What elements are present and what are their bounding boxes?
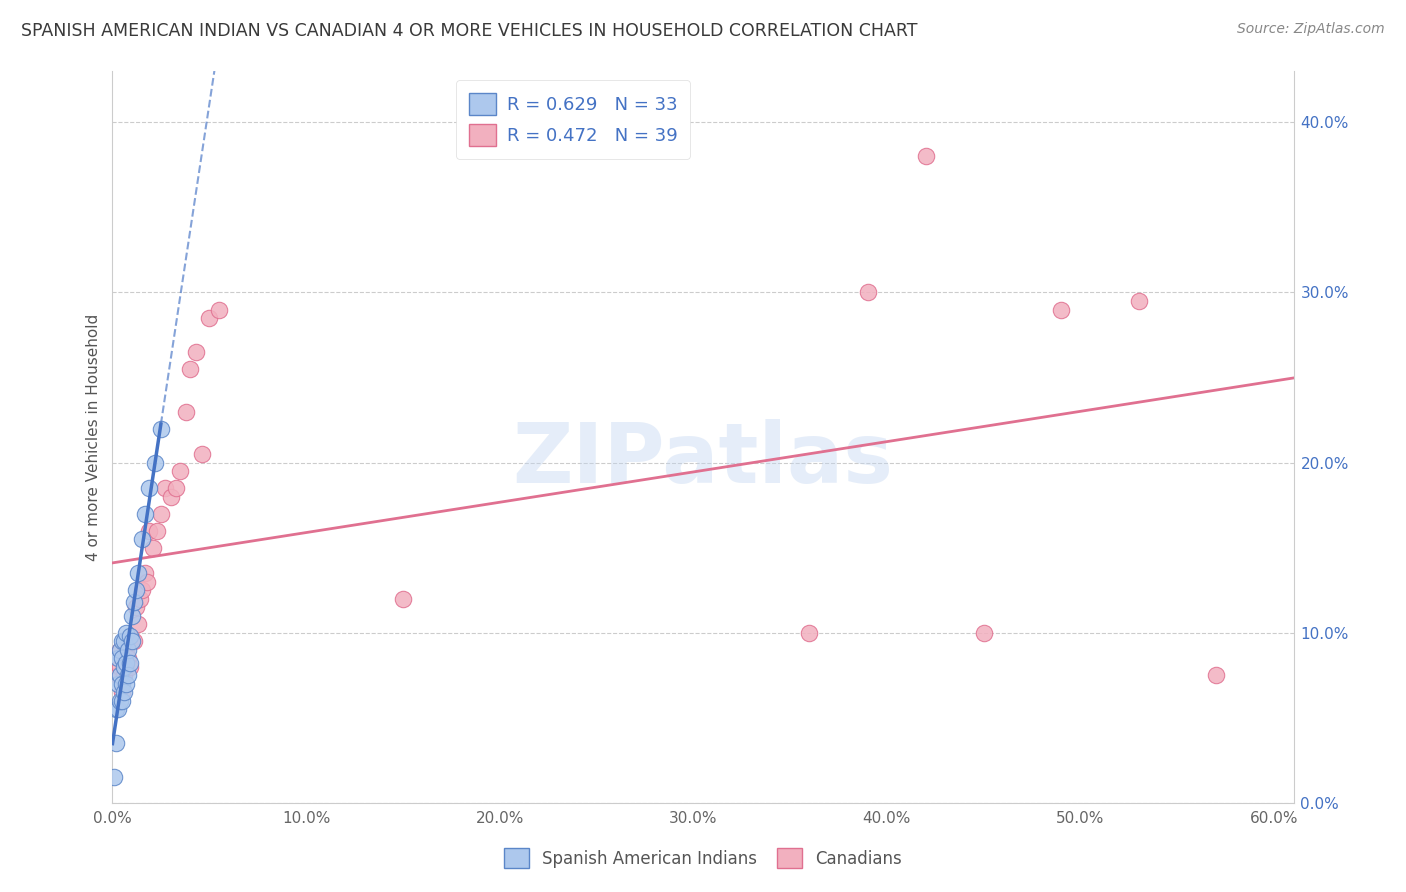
Point	[198, 311, 221, 326]
Point	[110, 694, 132, 708]
Point	[122, 595, 145, 609]
Point	[107, 702, 129, 716]
Point	[149, 421, 172, 435]
Point	[1128, 293, 1150, 308]
Point	[165, 481, 187, 495]
Point	[110, 659, 132, 673]
Point	[127, 566, 149, 581]
Point	[153, 481, 176, 495]
Point	[112, 634, 135, 648]
Point	[111, 634, 134, 648]
Point	[107, 668, 129, 682]
Point	[128, 591, 150, 606]
Point	[392, 591, 415, 606]
Point	[856, 285, 879, 300]
Point	[110, 642, 132, 657]
Y-axis label: 4 or more Vehicles in Household: 4 or more Vehicles in Household	[86, 313, 101, 561]
Point	[973, 625, 995, 640]
Point	[112, 659, 135, 673]
Point	[121, 608, 143, 623]
Point	[111, 651, 134, 665]
Text: Source: ZipAtlas.com: Source: ZipAtlas.com	[1237, 22, 1385, 37]
Point	[143, 456, 166, 470]
Point	[121, 634, 143, 648]
Point	[914, 149, 936, 163]
Point	[138, 524, 160, 538]
Point	[118, 657, 141, 671]
Point	[208, 302, 231, 317]
Point	[1205, 668, 1227, 682]
Point	[117, 642, 139, 657]
Point	[127, 617, 149, 632]
Point	[179, 362, 201, 376]
Point	[138, 481, 160, 495]
Point	[131, 532, 153, 546]
Legend: Spanish American Indians, Canadians: Spanish American Indians, Canadians	[498, 841, 908, 875]
Point	[159, 490, 181, 504]
Point	[1050, 302, 1073, 317]
Point	[118, 659, 141, 673]
Point	[105, 702, 128, 716]
Point	[115, 657, 138, 671]
Point	[131, 583, 153, 598]
Point	[111, 685, 134, 699]
Point	[115, 677, 138, 691]
Point	[125, 583, 148, 598]
Point	[134, 566, 156, 581]
Text: ZIPatlas: ZIPatlas	[513, 418, 893, 500]
Point	[103, 770, 125, 784]
Point	[799, 625, 821, 640]
Point	[115, 642, 138, 657]
Point	[146, 524, 169, 538]
Text: SPANISH AMERICAN INDIAN VS CANADIAN 4 OR MORE VEHICLES IN HOUSEHOLD CORRELATION : SPANISH AMERICAN INDIAN VS CANADIAN 4 OR…	[21, 22, 918, 40]
Point	[118, 629, 141, 643]
Point	[174, 404, 197, 418]
Point	[107, 651, 129, 665]
Point	[125, 600, 148, 615]
Point	[110, 642, 132, 657]
Point	[117, 668, 139, 682]
Point	[111, 694, 134, 708]
Point	[190, 447, 212, 461]
Point	[111, 677, 134, 691]
Point	[112, 685, 135, 699]
Point	[122, 634, 145, 648]
Point	[115, 625, 138, 640]
Point	[134, 507, 156, 521]
Point	[112, 668, 135, 682]
Point	[169, 464, 191, 478]
Point	[142, 541, 165, 555]
Point	[149, 507, 172, 521]
Point	[184, 345, 207, 359]
Point	[105, 736, 128, 750]
Point	[117, 651, 139, 665]
Point	[136, 574, 159, 589]
Point	[121, 634, 143, 648]
Point	[107, 677, 129, 691]
Point	[115, 659, 138, 673]
Point	[110, 668, 132, 682]
